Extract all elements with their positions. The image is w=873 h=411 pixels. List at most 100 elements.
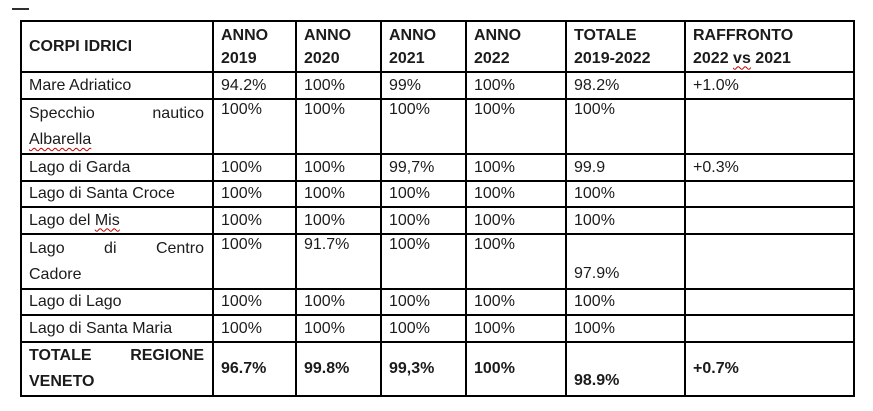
cell-anno-2022: 100%: [465, 153, 567, 182]
header-label-line1: ANNO: [474, 26, 522, 44]
header-label-line2: 2019: [221, 49, 257, 67]
cell-anno-2021: 100%: [380, 180, 467, 208]
header-label-line2: 2019-2022: [574, 49, 651, 67]
cell-anno-2022: 100%: [465, 71, 567, 100]
cell-totale: 100%: [565, 98, 686, 155]
table-row-specchio-nautico-albarella: Specchio nautico Albarella 100% 100% 100%…: [20, 98, 855, 155]
cell-anno-2022: 100%: [465, 341, 567, 397]
header-raffronto: RAFFRONTO 2022 vs 2021: [684, 20, 855, 73]
table-row-lago-di-santa-croce: Lago di Santa Croce 100% 100% 100% 100% …: [20, 180, 855, 208]
table-row-lago-di-garda: Lago di Garda 100% 100% 99,7% 100% 99.9 …: [20, 153, 855, 182]
cell-raffronto: +0.7%: [684, 341, 855, 397]
cell-totale: 100%: [565, 288, 686, 316]
cell-totale: 98.2%: [565, 71, 686, 100]
cell-corpo-idrico: Lago di Santa Maria: [20, 314, 214, 343]
cell-anno-2021: 99,7%: [380, 153, 467, 182]
cell-anno-2019: 100%: [212, 206, 297, 235]
header-anno-2022: ANNO 2022: [465, 20, 567, 73]
table-row-lago-di-santa-maria: Lago di Santa Maria 100% 100% 100% 100% …: [20, 314, 855, 343]
cell-anno-2019: 94.2%: [212, 71, 297, 100]
cell-anno-2021: 100%: [380, 288, 467, 316]
cell-anno-2021: 100%: [380, 314, 467, 343]
cell-anno-2020: 100%: [295, 98, 382, 155]
header-anno-2019: ANNO 2019: [212, 20, 297, 73]
cell-anno-2020: 100%: [295, 314, 382, 343]
cell-raffronto: [684, 314, 855, 343]
corpi-idrici-table: CORPI IDRICI ANNO 2019 ANNO 2020 ANNO 20…: [20, 20, 855, 397]
cell-anno-2019: 100%: [212, 98, 297, 155]
cell-anno-2019: 100%: [212, 153, 297, 182]
misspelled-word: Mis: [94, 211, 120, 229]
name-line2: Cadore: [29, 266, 82, 283]
header-label: CORPI IDRICI: [29, 37, 133, 55]
cell-raffronto: [684, 98, 855, 155]
cell-anno-2021: 100%: [380, 206, 467, 235]
cell-anno-2019: 100%: [212, 180, 297, 208]
cell-totale: 100%: [565, 180, 686, 208]
cell-corpo-idrico: Mare Adriatico: [20, 71, 214, 100]
table-row-lago-di-centro-cadore: Lago di Centro Cadore 100% 91.7% 100% 100%…: [20, 233, 855, 290]
cell-anno-2020: 100%: [295, 180, 382, 208]
cell-anno-2021: 100%: [380, 98, 467, 155]
cell-anno-2022: 100%: [465, 206, 567, 235]
justified-name-line: Specchio nautico: [29, 105, 204, 122]
cell-totale: 98.9%: [565, 341, 686, 397]
cell-anno-2020: 100%: [295, 153, 382, 182]
header-label-line2: 2022 vs 2021: [693, 49, 791, 67]
cell-corpo-idrico: Lago di Garda: [20, 153, 214, 182]
cell-totale: 99.9: [565, 153, 686, 182]
header-corpi-idrici: CORPI IDRICI: [20, 20, 214, 73]
cell-anno-2022: 100%: [465, 180, 567, 208]
cell-anno-2020: 91.7%: [295, 233, 382, 290]
header-anno-2021: ANNO 2021: [380, 20, 467, 73]
table-row-totale-regione-veneto: TOTALE REGIONE VENETO 96.7% 99.8% 99,3% 1…: [20, 341, 855, 397]
cell-anno-2021: 99,3%: [380, 341, 467, 397]
cell-raffronto: +1.0%: [684, 71, 855, 100]
cell-totale: 100%: [565, 314, 686, 343]
header-anno-2020: ANNO 2020: [295, 20, 382, 73]
cell-totale: 100%: [565, 206, 686, 235]
cell-raffronto: [684, 180, 855, 208]
table-row-mare-adriatico: Mare Adriatico 94.2% 100% 99% 100% 98.2%…: [20, 71, 855, 100]
header-label-line1: ANNO: [304, 26, 352, 44]
cell-anno-2019: 100%: [212, 314, 297, 343]
cell-totale: 97.9%: [565, 233, 686, 290]
misspelled-word: Albarella: [29, 131, 92, 148]
cell-anno-2022: 100%: [465, 98, 567, 155]
header-label-line1: ANNO: [389, 26, 437, 44]
cell-raffronto: [684, 206, 855, 235]
crop-artifact-line: [12, 8, 29, 10]
cell-anno-2020: 100%: [295, 288, 382, 316]
misspelled-word: vs: [733, 49, 751, 67]
cell-anno-2019: 100%: [212, 233, 297, 290]
cell-anno-2019: 96.7%: [212, 341, 297, 397]
cell-corpo-idrico: Specchio nautico Albarella: [20, 98, 214, 155]
table-row-lago-del-mis: Lago del Mis 100% 100% 100% 100% 100%: [20, 206, 855, 235]
header-label-line1: TOTALE: [574, 26, 637, 44]
cell-anno-2021: 99%: [380, 71, 467, 100]
cell-corpo-idrico: Lago di Centro Cadore: [20, 233, 214, 290]
name-line2: Albarella: [29, 127, 204, 152]
cell-anno-2021: 100%: [380, 233, 467, 290]
header-label-line2: 2020: [304, 49, 340, 67]
justified-name-line: Lago di Centro: [29, 240, 204, 257]
header-label-line1: RAFFRONTO: [693, 26, 794, 44]
cell-anno-2020: 100%: [295, 71, 382, 100]
header-label-line1: ANNO: [221, 26, 269, 44]
name-line2: VENETO: [29, 373, 95, 390]
header-row: CORPI IDRICI ANNO 2019 ANNO 2020 ANNO 20…: [20, 20, 855, 73]
cell-corpo-idrico: Lago di Santa Croce: [20, 180, 214, 208]
table-row-lago-di-lago: Lago di Lago 100% 100% 100% 100% 100%: [20, 288, 855, 316]
cell-anno-2022: 100%: [465, 314, 567, 343]
header-label-line2: 2022: [474, 49, 510, 67]
justified-name-line: TOTALE REGIONE: [29, 347, 204, 364]
cell-raffronto: [684, 288, 855, 316]
cell-raffronto: [684, 233, 855, 290]
header-label-line2: 2021: [389, 49, 425, 67]
cell-anno-2022: 100%: [465, 288, 567, 316]
cell-corpo-idrico: Lago di Lago: [20, 288, 214, 316]
cell-raffronto: +0.3%: [684, 153, 855, 182]
header-totale-2019-2022: TOTALE 2019-2022: [565, 20, 686, 73]
cell-anno-2020: 99.8%: [295, 341, 382, 397]
